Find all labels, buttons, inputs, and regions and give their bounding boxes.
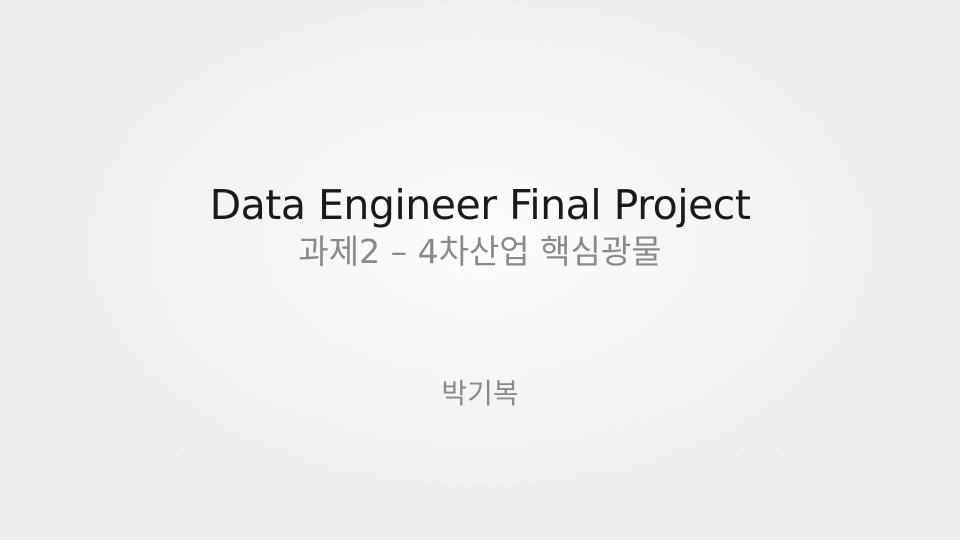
slide-subtitle: 과제2 – 4차산업 핵심광물: [298, 232, 662, 271]
slide-title: Data Engineer Final Project: [209, 181, 751, 229]
slide-author: 박기복: [441, 377, 519, 410]
